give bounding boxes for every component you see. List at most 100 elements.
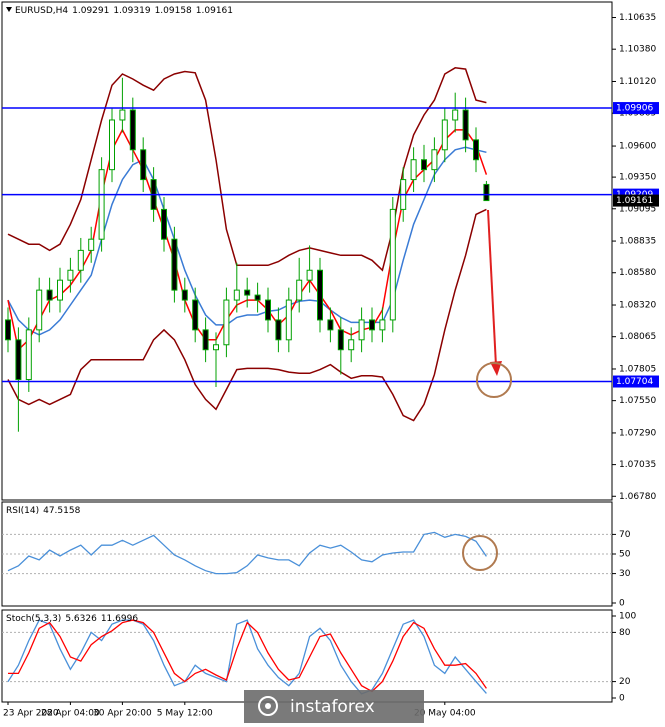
candle-body xyxy=(473,139,479,161)
candle-body xyxy=(67,269,74,281)
candle-body xyxy=(223,299,230,346)
stoch-panel xyxy=(1,609,613,703)
candle-body xyxy=(25,329,32,381)
plot-layer: 1.106351.103801.101201.098651.096001.093… xyxy=(2,13,656,719)
rsi-value: 47.5158 xyxy=(43,506,80,516)
candle-body xyxy=(119,109,126,121)
stoch-main-value: 5.6326 xyxy=(65,614,97,624)
y-tick-label: 1.09350 xyxy=(619,173,656,183)
x-tick-label: 20 May 04:00 xyxy=(414,709,476,719)
candle-body xyxy=(358,319,365,341)
watermark-box xyxy=(244,690,424,723)
candle-body xyxy=(171,238,178,291)
y-tick-label: 1.08835 xyxy=(619,237,656,247)
forecast-annotation xyxy=(462,209,512,571)
candle-body xyxy=(296,279,303,301)
level-label: 1.09906 xyxy=(616,104,653,114)
symbol: EURUSD,H4 xyxy=(15,6,68,16)
y-tick-label: 1.09095 xyxy=(619,204,656,214)
rsi-header: RSI(14) 47.5158 xyxy=(6,506,81,516)
price-label: 1.09161 xyxy=(616,196,653,206)
y-tick-label: 1.09600 xyxy=(619,142,656,152)
y-tick-label: 20 xyxy=(619,677,631,687)
candle-body xyxy=(161,208,167,240)
candle-body xyxy=(389,208,396,321)
x-tick-label: 23 Apr 2020 xyxy=(3,709,59,719)
stoch-name: Stoch(5,3,3) xyxy=(6,614,61,624)
y-tick-label: 1.10120 xyxy=(619,77,656,87)
indicator-line xyxy=(7,146,487,336)
candle-body xyxy=(410,159,417,181)
candle-body xyxy=(192,299,199,331)
y-tick-label: 30 xyxy=(619,569,631,579)
y-tick-label: 70 xyxy=(619,530,631,540)
level-label-box xyxy=(613,102,659,115)
candle-body xyxy=(317,269,323,321)
y-tick-label: 0 xyxy=(619,694,625,704)
candle-body xyxy=(285,299,292,341)
y-tick-label: 0 xyxy=(619,599,625,609)
high-value: 1.09319 xyxy=(113,6,150,16)
y-tick-label: 1.10380 xyxy=(619,45,656,55)
candle-body xyxy=(46,289,53,301)
candle-body xyxy=(379,319,386,331)
candle-body xyxy=(98,169,105,240)
indicator-line xyxy=(7,531,487,575)
close-value: 1.09161 xyxy=(196,6,233,16)
candle-body xyxy=(233,289,240,301)
watermark-text: instaforex xyxy=(290,697,375,717)
candle-body xyxy=(254,294,261,301)
candle-body xyxy=(431,149,438,171)
target-circle xyxy=(476,362,512,398)
candle-body xyxy=(462,109,469,141)
stoch-header: Stoch(5,3,3) 5.6326 11.6996 xyxy=(6,614,138,624)
candle-body xyxy=(109,119,115,171)
candle-body xyxy=(57,279,63,301)
candle-body xyxy=(140,149,147,181)
candle-body xyxy=(327,319,334,331)
y-tick-label: 1.07805 xyxy=(619,364,656,374)
indicator-line xyxy=(7,67,487,272)
level-label: 1.07704 xyxy=(616,377,653,387)
x-tick-label: 30 Apr 20:00 xyxy=(93,709,152,719)
candle-body xyxy=(483,183,490,202)
y-tick-label: 80 xyxy=(619,628,631,638)
candle-body xyxy=(181,289,188,301)
y-tick-label: 1.07035 xyxy=(619,460,656,470)
main-header: EURUSD,H4 1.09291 1.09319 1.09158 1.09161 xyxy=(15,6,233,16)
candle-body xyxy=(5,319,11,341)
rsi-name: RSI(14) xyxy=(6,506,39,516)
candle-body xyxy=(88,238,95,251)
main-panel xyxy=(1,1,613,501)
y-tick-label: 1.10635 xyxy=(619,13,656,23)
y-tick-label: 1.07290 xyxy=(619,428,656,438)
candle-body xyxy=(306,269,313,281)
y-tick-label: 50 xyxy=(619,550,631,560)
candle-body xyxy=(77,249,84,271)
watermark-logo xyxy=(258,696,278,716)
candle-body xyxy=(213,344,219,351)
y-tick-label: 100 xyxy=(619,612,636,622)
candle-body xyxy=(369,319,375,331)
menu-icon xyxy=(6,7,12,12)
watermark-logo-dot xyxy=(265,703,271,709)
candle-body xyxy=(202,329,209,351)
y-tick-label: 1.08065 xyxy=(619,332,656,342)
watermark: instaforex xyxy=(244,690,424,723)
candle-body xyxy=(36,289,43,331)
candle-body xyxy=(441,119,448,151)
candle-body xyxy=(275,319,282,341)
candle-body xyxy=(129,109,136,151)
y-tick-label: 1.07550 xyxy=(619,396,656,406)
indicator-line xyxy=(7,208,487,422)
candle-body xyxy=(421,159,427,171)
price-label-box xyxy=(613,194,659,207)
indicator-line xyxy=(7,619,487,695)
candle-body xyxy=(15,339,22,381)
rsi-circle xyxy=(462,535,498,571)
y-tick-label: 1.08320 xyxy=(619,301,656,311)
open-value: 1.09291 xyxy=(72,6,109,16)
indicator-line xyxy=(8,619,487,693)
candle-body xyxy=(337,329,344,351)
